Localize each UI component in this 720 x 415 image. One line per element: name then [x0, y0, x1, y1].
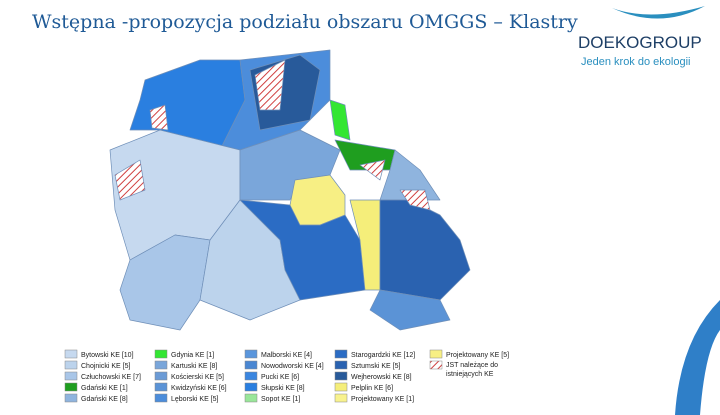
legend-swatch: [154, 349, 168, 359]
region: [289, 174, 346, 226]
legend-label: Słupski KE [8]: [261, 385, 305, 392]
legend-swatch: [244, 349, 258, 359]
legend-swatch: [244, 393, 258, 403]
legend-label: Nowodworski KE [4]: [261, 363, 324, 370]
legend-swatch: [244, 371, 258, 381]
legend-label: Kartuski KE [8]: [171, 363, 217, 370]
legend-swatch: [154, 360, 168, 370]
corner-decoration: [675, 300, 720, 415]
legend-swatch: [64, 371, 78, 381]
legend: Bytowski KE [10] Chojnicki KE [5] Człuchow…: [64, 349, 509, 403]
region: [329, 99, 351, 141]
logo-name: DOEKOGROUP: [578, 33, 702, 52]
legend-swatch: [334, 360, 348, 370]
legend-swatch: [64, 349, 78, 359]
legend-label: Wejherowski KE [8]: [351, 374, 412, 381]
region: [369, 289, 451, 331]
region: [349, 199, 381, 291]
legend-swatch: [64, 360, 78, 370]
legend-swatch: [244, 360, 258, 370]
legend-swatch: [334, 349, 348, 359]
legend-label: Gdański KE [1]: [81, 385, 128, 392]
legend-label: Malborski KE [4]: [261, 352, 312, 359]
legend-label: Chojnicki KE [5]: [81, 363, 130, 370]
legend-label: JST należące do istniejących KE: [446, 362, 498, 378]
legend-swatch: [334, 382, 348, 392]
legend-label: Projektowany KE [5]: [446, 352, 509, 359]
legend-label: Sztumski KE [5]: [351, 363, 400, 370]
legend-swatch: [154, 382, 168, 392]
legend-label: Projektowany KE [1]: [351, 396, 414, 403]
region: [149, 104, 169, 131]
legend-swatch: [64, 393, 78, 403]
legend-swatch: [64, 382, 78, 392]
legend-swatch: [334, 371, 348, 381]
region: [254, 59, 286, 111]
legend-swatch: [429, 349, 443, 359]
region: [399, 189, 431, 211]
legend-label: Pucki KE [6]: [261, 374, 299, 381]
legend-swatch: [429, 360, 443, 370]
legend-label: Starogardzki KE [12]: [351, 352, 415, 359]
legend-label: Kościerski KE [5]: [171, 374, 224, 381]
legend-swatch: [154, 393, 168, 403]
legend-label: Sopot KE [1]: [261, 396, 300, 403]
legend-label: Człuchowski KE [7]: [81, 374, 141, 381]
legend-swatch: [334, 393, 348, 403]
region: [379, 199, 471, 301]
legend-label: Gdynia KE [1]: [171, 352, 214, 359]
legend-label: Gdański KE [8]: [81, 396, 128, 403]
legend-label: Pelplin KE [6]: [351, 385, 393, 392]
legend-swatch: [244, 382, 258, 392]
legend-label: Bytowski KE [10]: [81, 352, 134, 359]
legend-label: Lęborski KE [5]: [171, 396, 219, 403]
logo-tagline: Jeden krok do ekologii: [581, 56, 690, 68]
slide-title: Wstępna -propozycja podziału obszaru OMG…: [32, 11, 578, 33]
region: [359, 159, 386, 181]
legend-label: Kwidzyński KE [6]: [171, 385, 227, 392]
region: [114, 159, 146, 201]
legend-swatch: [154, 371, 168, 381]
map: [109, 49, 471, 331]
region: [119, 234, 211, 331]
logo-mark: [612, 6, 705, 19]
